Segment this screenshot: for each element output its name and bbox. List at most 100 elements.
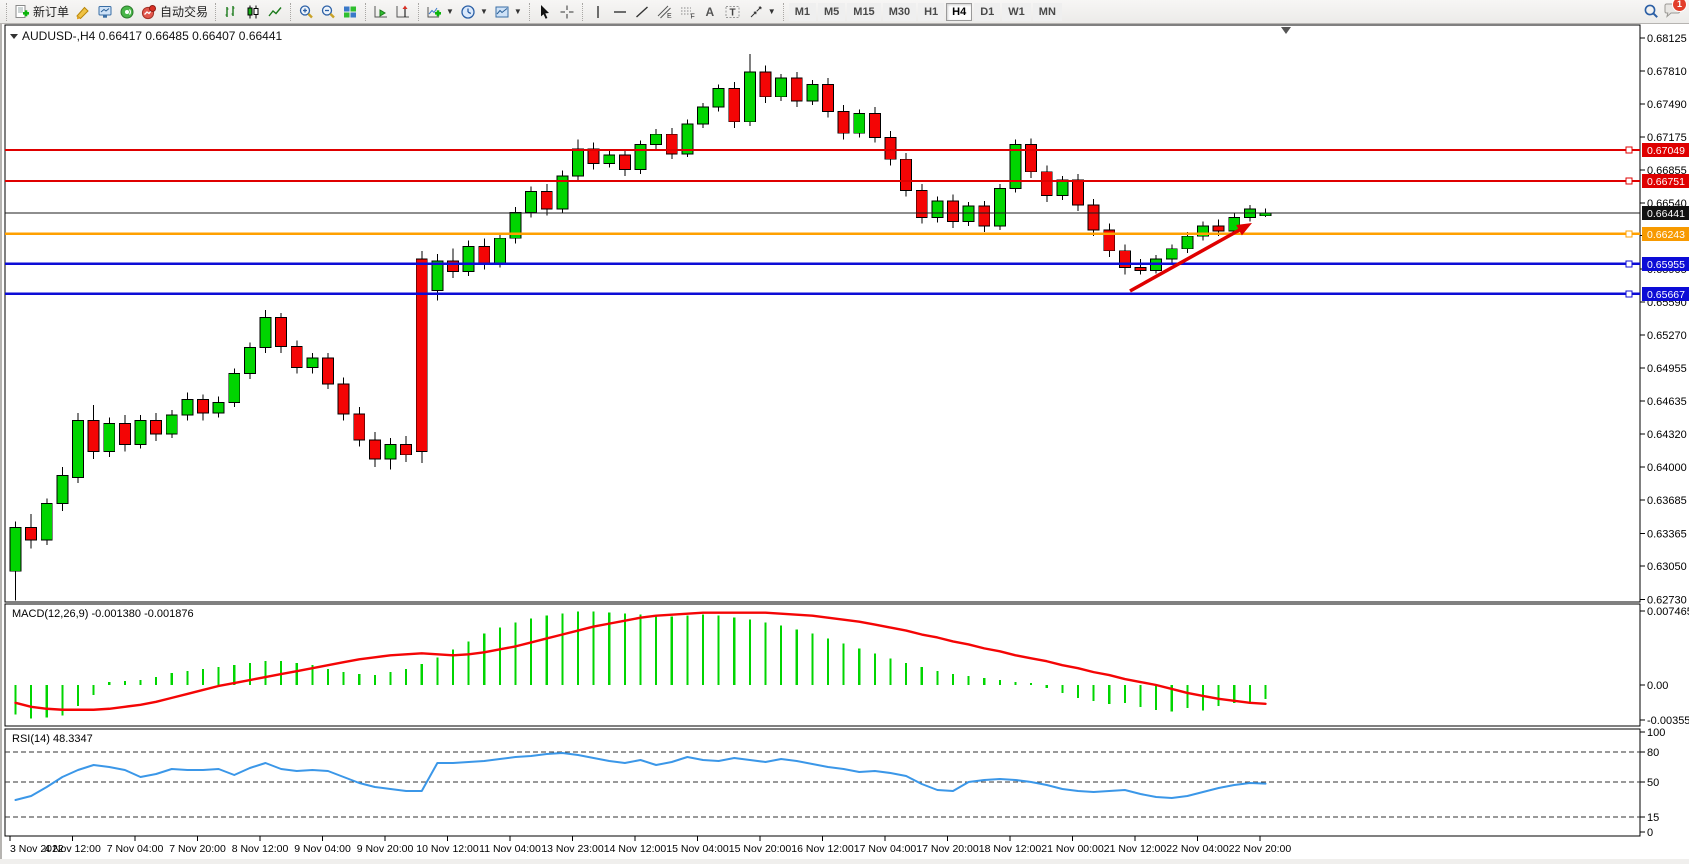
new-order-icon <box>14 4 30 20</box>
candle-up <box>853 112 866 134</box>
candle-up <box>134 419 147 445</box>
trendline-tool-button[interactable] <box>631 2 653 22</box>
hline-price-badge <box>1642 286 1689 301</box>
candle-down <box>884 136 897 160</box>
candle-up <box>650 133 663 146</box>
crayon-icon <box>75 4 91 20</box>
label-tool-button[interactable]: T <box>721 2 745 22</box>
candle-down <box>915 189 928 218</box>
trend-arrow-head[interactable] <box>1236 223 1252 236</box>
candle-down <box>947 200 959 223</box>
trend-arrow[interactable] <box>1129 225 1246 293</box>
candle-up <box>603 154 616 164</box>
timeframe-button-m15[interactable]: M15 <box>847 3 881 21</box>
candle-up <box>431 260 444 291</box>
bid-price-badge-label: 0.66441 <box>1647 208 1685 220</box>
candle-up <box>103 423 116 453</box>
candle-down <box>400 443 413 456</box>
notifications-button[interactable]: 1 <box>1663 0 1687 23</box>
search-button[interactable] <box>1640 2 1663 22</box>
bid-price-badge <box>1642 206 1689 221</box>
horizontal-line-tool-button[interactable] <box>609 2 631 22</box>
arrows-tool-button[interactable]: ▼ <box>745 2 779 22</box>
fibonacci-tool-button[interactable]: E <box>653 2 676 22</box>
templates-button[interactable]: ▼ <box>491 2 525 22</box>
candle-down <box>337 383 350 415</box>
grid-tool-button[interactable]: F <box>676 2 699 22</box>
text-tool-button[interactable]: A <box>699 2 721 22</box>
rsi-axis-tick-label: 15 <box>1647 812 1659 824</box>
hline-handle[interactable] <box>1625 290 1633 298</box>
candle-up <box>181 399 194 416</box>
candle-up <box>243 347 256 375</box>
date-axis-tick-label: 15 Nov 04:00 <box>666 843 729 855</box>
signal-button[interactable] <box>116 2 138 22</box>
candle-down <box>759 71 772 98</box>
crosshair-tool-button[interactable] <box>556 2 578 22</box>
periods-button[interactable]: ▼ <box>457 2 491 22</box>
zoom-out-icon <box>320 4 336 20</box>
hline-handle[interactable] <box>1625 177 1633 185</box>
auto-trading-button[interactable]: 自动交易 <box>138 2 211 22</box>
price-axis-tick-label: 0.68125 <box>1647 33 1687 45</box>
toolbar-grip <box>782 2 784 21</box>
zoom-in-button[interactable] <box>295 2 317 22</box>
timeframe-button-m5[interactable]: M5 <box>818 3 846 21</box>
timeframe-toolbar: M1 M5 M15 M30 H1 H4 D1 W1 MN <box>788 2 1063 21</box>
candle-up <box>962 205 975 223</box>
line-chart-mode-button[interactable] <box>264 2 286 22</box>
vertical-line-icon <box>590 4 606 20</box>
price-axis-tick-label: 0.67810 <box>1647 66 1687 78</box>
price-axis-tick-label: 0.65270 <box>1647 330 1687 342</box>
market-watch-button[interactable] <box>94 2 116 22</box>
candle-up <box>1197 225 1209 237</box>
fibo-suffix: E <box>667 13 672 20</box>
clock-icon <box>460 4 476 20</box>
candle-up <box>525 191 538 213</box>
template-icon <box>494 4 510 20</box>
cursor-icon <box>537 4 553 20</box>
timeframe-button-h4[interactable]: H4 <box>946 3 973 21</box>
auto-scroll-button[interactable] <box>370 2 392 22</box>
candle-up <box>572 148 584 177</box>
candle-down <box>900 158 913 191</box>
chart-shift-icon <box>395 4 411 20</box>
candlestick-mode-button[interactable] <box>242 2 264 22</box>
hline-handle[interactable] <box>1625 146 1633 154</box>
timeframe-button-d1[interactable]: D1 <box>974 3 1001 21</box>
auto-trading-icon <box>141 4 157 20</box>
vertical-line-tool-button[interactable] <box>587 2 609 22</box>
date-axis-tick-label: 13 Nov 23:00 <box>541 843 604 855</box>
candle-up <box>634 144 647 171</box>
candle-up <box>228 373 241 404</box>
candle-down <box>322 357 334 385</box>
monitor-icon <box>97 4 113 20</box>
hline-handle[interactable] <box>1625 260 1633 268</box>
timeframe-button-mn[interactable]: MN <box>1032 3 1062 21</box>
tile-windows-button[interactable] <box>339 2 361 22</box>
chart-shift-button[interactable] <box>392 2 414 22</box>
zoom-out-button[interactable] <box>317 2 339 22</box>
date-axis-tick-label: 22 Nov 20:00 <box>1229 843 1292 855</box>
toolbar-grip <box>418 2 420 21</box>
styler-button[interactable] <box>72 2 94 22</box>
date-axis-tick-label: 9 Nov 20:00 <box>357 843 414 855</box>
chart-title-collapse-icon[interactable] <box>10 34 18 39</box>
hline-price-badge-label: 0.67049 <box>1647 145 1685 157</box>
timeframe-button-h1[interactable]: H1 <box>918 3 945 21</box>
tile-windows-icon <box>342 4 358 20</box>
cursor-tool-button[interactable] <box>534 2 556 22</box>
candle-up <box>9 527 22 572</box>
hline-price-badge-label: 0.65955 <box>1647 259 1685 271</box>
bar-chart-mode-button[interactable] <box>220 2 242 22</box>
timeframe-button-w1[interactable]: W1 <box>1002 3 1031 21</box>
timeframe-button-m30[interactable]: M30 <box>882 3 917 21</box>
hline-handle[interactable] <box>1625 230 1633 238</box>
bar-chart-icon <box>223 4 239 20</box>
add-indicator-button[interactable]: ▼ <box>423 2 457 22</box>
chart-canvas[interactable]: 0.681250.678100.674900.671750.668550.665… <box>2 24 1689 859</box>
price-axis-tick-label: 0.64635 <box>1647 396 1687 408</box>
timeframe-button-m1[interactable]: M1 <box>788 3 816 21</box>
hline-price-badge <box>1642 226 1689 241</box>
new-order-button[interactable]: 新订单 <box>11 2 72 22</box>
